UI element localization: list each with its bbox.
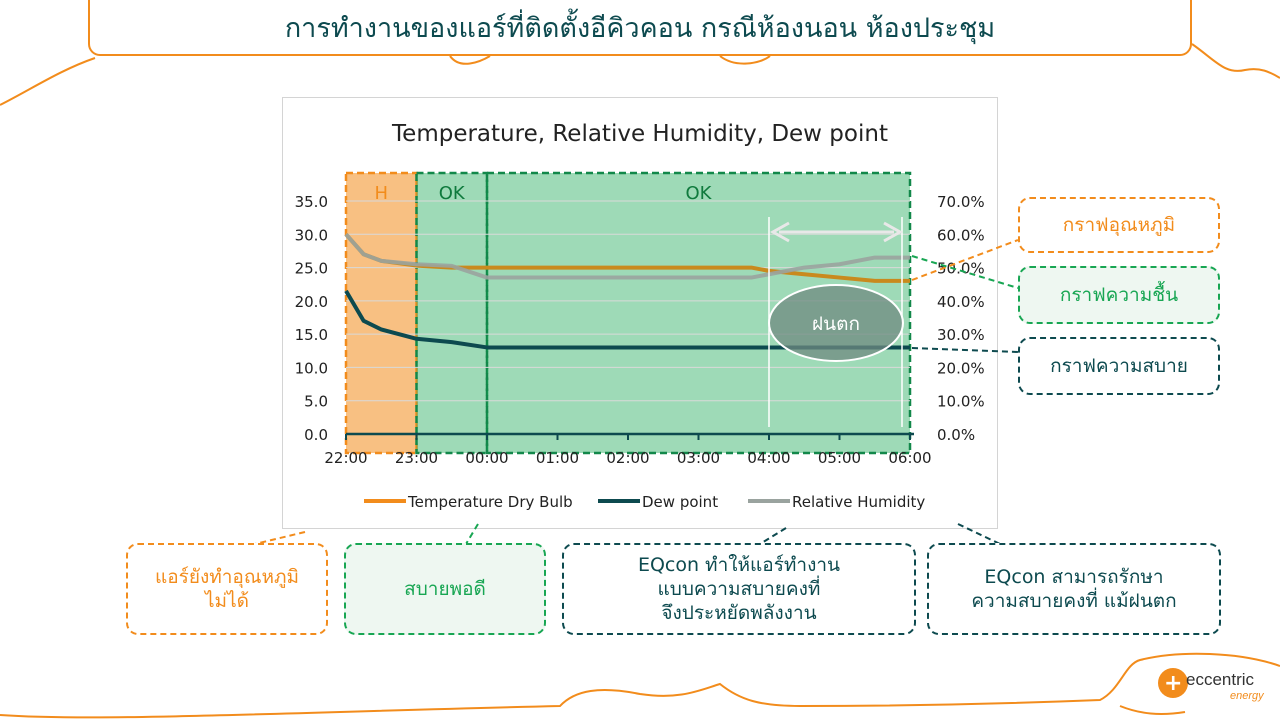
y-left-tick-label: 10.0 — [295, 359, 328, 377]
zone-label-1: OK — [439, 183, 466, 204]
bottom-callout-hot-line2: ไม่ได้ — [205, 590, 249, 612]
rain-arrow-left-head — [769, 221, 790, 243]
bottom-callout-energy: EQcon ทำให้แอร์ทำงาน แบบความสบายคงที่ จึ… — [562, 543, 916, 635]
bottom-callout-rain: EQcon สามารถรักษา ความสบายคงที่ แม้ฝนตก — [927, 543, 1221, 635]
bottom-callout-rain-line2: ความสบายคงที่ แม้ฝนตก — [971, 590, 1177, 612]
temp-graph-callout: กราฟอุณหภูมิ — [1018, 197, 1220, 253]
y-left-tick-label: 0.0 — [304, 426, 328, 444]
zone-label-0: H — [374, 183, 388, 204]
rain-arrow-right-head — [883, 221, 904, 243]
y-left-tick-label: 30.0 — [295, 226, 328, 244]
series-line-dew-point — [344, 289, 910, 350]
rain-ellipse — [768, 284, 904, 362]
y-right-tick-label: 40.0% — [937, 293, 985, 311]
bottom-callout-energy-line1: EQcon ทำให้แอร์ทำงาน — [637, 554, 841, 576]
x-tick-label: 02:00 — [606, 449, 649, 467]
x-tick-label: 01:00 — [536, 449, 579, 467]
y-right-tick-label: 10.0% — [937, 393, 985, 411]
line-chart: Temperature, Relative Humidity, Dew poin… — [295, 121, 985, 511]
y-right-tick-label: 20.0% — [937, 359, 985, 377]
y-right-tick-label: 0.0% — [937, 426, 975, 444]
bottom-callout-energy-line3: จึงประหยัดพลังงาน — [661, 602, 817, 624]
legend-label: Dew point — [642, 493, 718, 511]
comfort-graph-callout: กราฟความสบาย — [1018, 337, 1220, 395]
legend-label: Temperature Dry Bulb — [407, 493, 573, 511]
x-tick-label: 03:00 — [677, 449, 720, 467]
temp-graph-label: กราฟอุณหภูมิ — [1062, 214, 1176, 236]
logo-text: eccentric — [1186, 670, 1255, 689]
rain-label: ฝนตก — [812, 313, 860, 335]
y-left-tick-label: 15.0 — [295, 326, 328, 344]
comfort-graph-label: กราฟความสบาย — [1050, 355, 1188, 377]
zone-label-2: OK — [686, 183, 713, 204]
bottom-callout-comfortable: สบายพอดี — [344, 543, 546, 635]
y-right-tick-label: 50.0% — [937, 260, 985, 278]
logo-plus-icon: + — [1158, 668, 1188, 698]
y-left-tick-label: 5.0 — [304, 393, 328, 411]
y-left-tick-label: 35.0 — [295, 193, 328, 211]
legend-label: Relative Humidity — [792, 493, 925, 511]
bottom-callout-hot-line1: แอร์ยังทำอุณหภูมิ — [154, 566, 300, 588]
zone-box-0 — [344, 171, 418, 455]
humidity-graph-label: กราฟความชื้น — [1059, 284, 1179, 306]
y-left-tick-label: 20.0 — [295, 293, 328, 311]
y-right-tick-label: 60.0% — [937, 226, 985, 244]
y-right-tick-label: 70.0% — [937, 193, 985, 211]
zone-box-1 — [415, 171, 489, 455]
y-left-tick-label: 25.0 — [295, 260, 328, 278]
x-tick-label: 05:00 — [818, 449, 861, 467]
x-tick-label: 23:00 — [395, 449, 438, 467]
bottom-callout-comfortable-text: สบายพอดี — [404, 578, 486, 600]
x-tick-label: 06:00 — [888, 449, 931, 467]
slide-title-box: การทำงานของแอร์ที่ติดตั้งอีคิวคอน กรณีห้… — [88, 0, 1192, 56]
y-right-tick-label: 30.0% — [937, 326, 985, 344]
x-tick-label: 04:00 — [747, 449, 790, 467]
bottom-callout-energy-line2: แบบความสบายคงที่ — [657, 578, 821, 600]
x-tick-label: 22:00 — [324, 449, 367, 467]
slide-title: การทำงานของแอร์ที่ติดตั้งอีคิวคอน กรณีห้… — [284, 12, 996, 44]
bottom-callout-hot: แอร์ยังทำอุณหภูมิ ไม่ได้ — [126, 543, 328, 635]
humidity-graph-callout: กราฟความชื้น — [1018, 266, 1220, 324]
series-line-relative-humidity — [344, 232, 910, 280]
bottom-callout-rain-line1: EQcon สามารถรักษา — [984, 566, 1164, 588]
logo-subtext: energy — [1230, 690, 1264, 702]
eccentric-logo: + eccentric energy — [1158, 666, 1268, 710]
x-tick-label: 00:00 — [465, 449, 508, 467]
chart-title: Temperature, Relative Humidity, Dew poin… — [391, 121, 888, 147]
